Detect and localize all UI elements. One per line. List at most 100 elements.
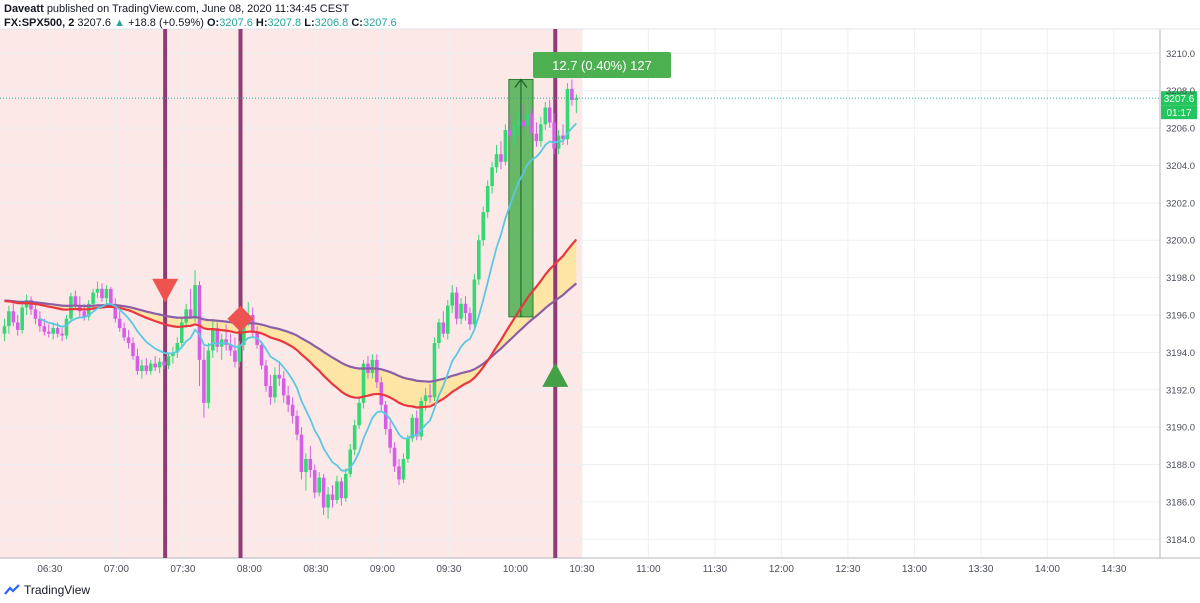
chart-header: Daveatt published on TradingView.com, Ju… (4, 2, 397, 30)
price-change: +18.8 (+0.59%) (128, 17, 204, 29)
session-background (0, 29, 583, 558)
candle-body (335, 481, 339, 501)
candle-body (490, 167, 494, 187)
candle-body (370, 359, 375, 373)
candle-body (539, 124, 543, 142)
candle-body (197, 285, 202, 360)
candle-body (299, 434, 304, 473)
candle-body (508, 129, 512, 136)
candle-body (485, 186, 490, 213)
y-tick-label: 3210.0 (1166, 49, 1195, 60)
candle-body (521, 120, 525, 127)
candle-body (525, 113, 530, 127)
candle-body (419, 400, 423, 437)
candle-body (29, 300, 33, 310)
candle-body (401, 458, 406, 480)
close-value: 3207.6 (362, 17, 397, 29)
ema-fast-line (39, 122, 577, 472)
candle-body (494, 154, 499, 168)
candle-body (211, 328, 215, 351)
candle-body (454, 292, 459, 319)
current-price-text: 3207.6 (1164, 94, 1195, 105)
high-value: 3207.8 (267, 17, 302, 29)
candle-body (188, 309, 193, 319)
candle-body (202, 359, 206, 403)
candle-body (100, 288, 104, 299)
measure-label-box (533, 52, 671, 78)
candle-body (552, 122, 556, 149)
candle-body (135, 356, 140, 372)
candle-body (15, 322, 20, 330)
candle-body (450, 292, 454, 306)
candle-body (383, 404, 388, 430)
candle-body (348, 449, 353, 474)
candle-body (242, 316, 246, 345)
x-tick-label: 10:00 (503, 564, 528, 575)
candle-body (277, 374, 282, 379)
open-label: O: (206, 17, 220, 29)
candle-body (432, 343, 437, 398)
candle-body (286, 395, 290, 405)
candle-body (317, 477, 321, 493)
x-tick-label: 11:00 (636, 564, 661, 575)
candle-body (375, 359, 379, 383)
candle-body (406, 438, 410, 459)
candle-body (113, 303, 118, 319)
candle-body (157, 361, 162, 368)
low-value: 3206.8 (314, 17, 349, 29)
candle-body (561, 135, 565, 140)
x-tick-label: 06:30 (37, 564, 62, 575)
candle-body (481, 212, 486, 241)
candle-body (410, 417, 415, 439)
candle-body (95, 288, 100, 293)
candle-body (468, 313, 472, 325)
candle-body (171, 352, 175, 357)
candle-body (237, 344, 242, 362)
candle-body (7, 311, 11, 327)
candle-body (445, 305, 450, 334)
candle-body (441, 322, 446, 334)
candle-body (423, 395, 428, 401)
candle-body (206, 350, 211, 403)
candle-body (516, 120, 521, 127)
x-tick-label: 08:30 (303, 564, 328, 575)
published-text: published on TradingView.com, June 08, 2… (46, 3, 350, 15)
candle-body (312, 470, 317, 493)
candle-body (11, 311, 16, 323)
candle-body (565, 88, 570, 140)
candle-body (73, 296, 78, 306)
candle-body (38, 318, 42, 327)
publish-info: Daveatt published on TradingView.com, Ju… (4, 2, 397, 16)
candle-body (144, 365, 149, 372)
candle-body (33, 309, 38, 319)
candle-body (64, 318, 69, 336)
candle-body (140, 365, 144, 372)
candle-body (273, 374, 277, 398)
x-tick-label: 07:00 (104, 564, 129, 575)
tradingview-brand[interactable]: TradingView (24, 583, 91, 597)
x-tick-label: 13:30 (968, 564, 993, 575)
candle-body (162, 361, 166, 366)
publisher-name[interactable]: Daveatt (4, 3, 44, 15)
candle-body (20, 307, 24, 330)
candle-body (530, 113, 534, 134)
close-label: C: (351, 17, 363, 29)
candle-body (308, 458, 313, 471)
candle-body (437, 322, 441, 344)
price-chart[interactable]: 12.7 (0.40%) 127 3207.6 01:17 3184.0 3186.0 3… (0, 0, 1200, 580)
candle-body (228, 344, 233, 351)
candle-body (574, 98, 579, 101)
x-tick-label: 13:00 (902, 564, 927, 575)
symbol-name[interactable]: FX:SPX500, 2 (4, 17, 75, 29)
last-price: 3207.6 (77, 17, 112, 29)
candle-body (82, 311, 87, 317)
candle-body (91, 292, 95, 304)
buy-signal-icon (542, 362, 569, 387)
x-tick-label: 11:30 (703, 564, 728, 575)
candle-body (281, 378, 286, 396)
y-tick-label: 3200.0 (1166, 236, 1195, 247)
sell-signal-icon (152, 278, 179, 303)
open-value: 3207.6 (219, 17, 253, 29)
candle-body (326, 494, 330, 508)
candle-body (215, 328, 220, 347)
